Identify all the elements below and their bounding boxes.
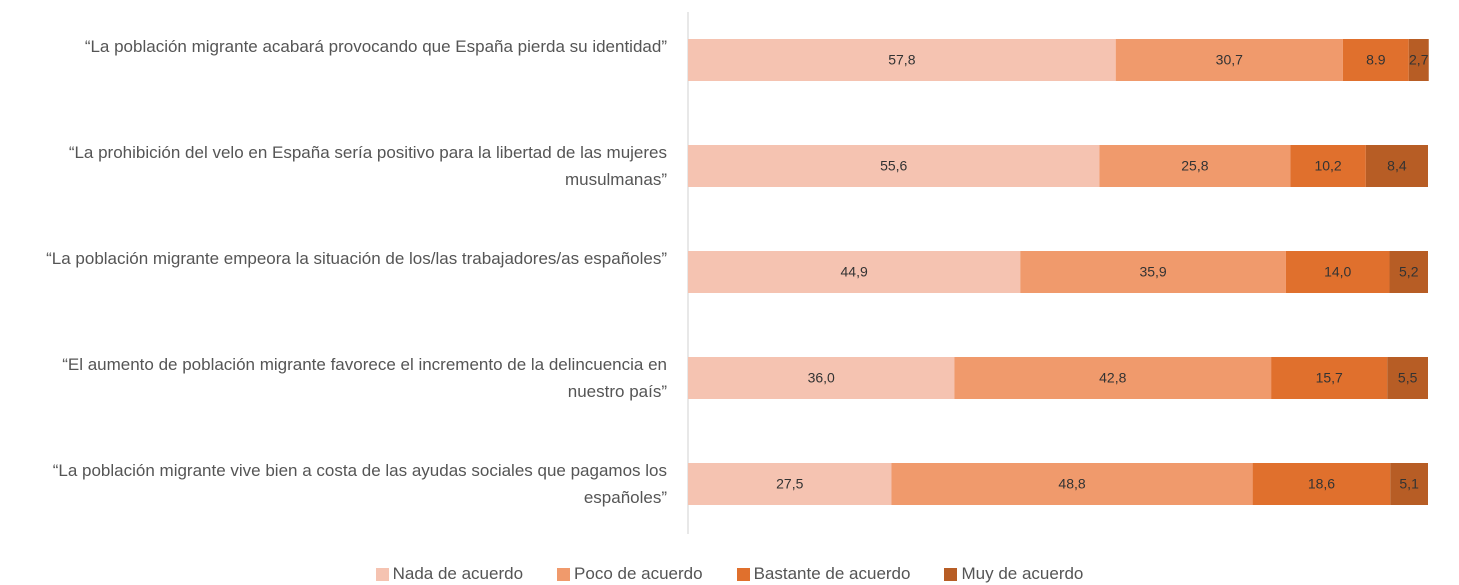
legend-item: Nada de acuerdo	[375, 564, 524, 584]
legend-item: Bastante de acuerdo	[736, 564, 911, 584]
category-label: “La población migrante empeora la situac…	[46, 249, 667, 268]
category-label: “La prohibición del velo en España sería…	[68, 143, 667, 189]
bar-segment	[688, 39, 1116, 81]
data-label: 55,6	[880, 158, 907, 174]
data-label: 30,7	[1216, 52, 1243, 68]
data-label: 14,0	[1324, 264, 1351, 280]
data-label: 5,2	[1399, 264, 1419, 280]
bar-segment	[1387, 357, 1428, 399]
bar-segment	[1285, 251, 1390, 293]
bar-segment	[891, 463, 1253, 505]
data-label: 8,4	[1387, 158, 1407, 174]
legend: Nada de acuerdo Poco de acuerdo Bastante d…	[0, 564, 1459, 584]
bar-segment	[1342, 39, 1409, 81]
legend-label: Bastante de acuerdo	[753, 564, 911, 583]
data-label: 2,7	[1409, 52, 1429, 68]
data-label: 18,6	[1308, 476, 1335, 492]
category-label: “El aumento de población migrante favore…	[62, 355, 667, 401]
category-label: “La población migrante acabará provocand…	[84, 37, 667, 56]
legend-label: Muy de acuerdo	[961, 564, 1084, 583]
bar-segment	[1099, 145, 1291, 187]
bar-segment	[688, 145, 1100, 187]
legend-swatch	[736, 567, 750, 581]
legend-swatch	[944, 567, 958, 581]
category-label: “La población migrante vive bien a costa…	[52, 461, 667, 507]
legend-item: Muy de acuerdo	[944, 564, 1083, 584]
bar-segment	[1290, 145, 1366, 187]
data-label: 5,5	[1398, 370, 1418, 386]
data-label: 27,5	[776, 476, 803, 492]
legend-swatch	[375, 567, 389, 581]
bar-segment	[1365, 145, 1428, 187]
data-label: 8.9	[1366, 52, 1386, 68]
bar-segment	[688, 251, 1021, 293]
legend-label: Nada de acuerdo	[392, 564, 524, 583]
bar-segment	[1271, 357, 1388, 399]
bar-segment	[1252, 463, 1391, 505]
bar-segment	[954, 357, 1272, 399]
data-label: 25,8	[1181, 158, 1208, 174]
bar-segment	[1389, 251, 1428, 293]
bar-segment	[1020, 251, 1286, 293]
legend-label: Poco de acuerdo	[574, 564, 703, 583]
data-label: 44,9	[841, 264, 868, 280]
data-label: 5,1	[1399, 476, 1419, 492]
bar-segment	[1115, 39, 1343, 81]
data-label: 35,9	[1139, 264, 1166, 280]
legend-item: Poco de acuerdo	[557, 564, 703, 584]
legend-swatch	[557, 567, 571, 581]
data-label: 48,8	[1058, 476, 1085, 492]
data-label: 57,8	[888, 52, 915, 68]
data-label: 10,2	[1314, 158, 1341, 174]
bar-segment	[1390, 463, 1428, 505]
data-label: 36,0	[808, 370, 835, 386]
data-label: 15,7	[1316, 370, 1343, 386]
data-label: 42,8	[1099, 370, 1126, 386]
bar-segment	[1408, 39, 1429, 81]
bar-segment	[688, 463, 892, 505]
bar-segment	[688, 357, 955, 399]
